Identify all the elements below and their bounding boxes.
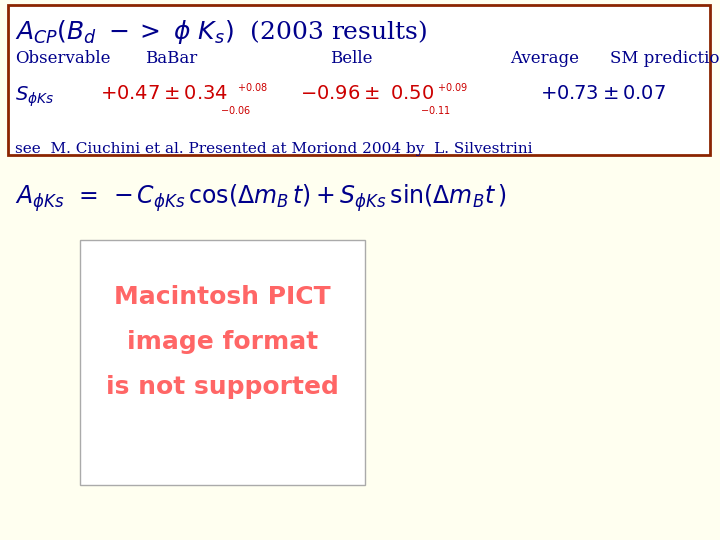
Text: $_{-0.11}$: $_{-0.11}$ (420, 103, 451, 117)
Text: $^{+0.09}$: $^{+0.09}$ (437, 83, 468, 97)
Text: image format: image format (127, 330, 318, 354)
Text: Macintosh PICT: Macintosh PICT (114, 285, 330, 309)
FancyBboxPatch shape (80, 240, 365, 485)
Text: Observable: Observable (15, 50, 110, 67)
Text: $A_{\phi Ks}$  =  $-\,C_{\phi Ks}\,\cos(\Delta m_B\,t) + S_{\phi Ks}\,\sin(\Delt: $A_{\phi Ks}$ = $-\,C_{\phi Ks}\,\cos(\D… (15, 182, 506, 214)
Text: $+0.47 \pm 0.34$: $+0.47 \pm 0.34$ (100, 85, 228, 103)
Text: $A_{CP}(B_d\ ->\ \phi\ K_s)$  (2003 results): $A_{CP}(B_d\ ->\ \phi\ K_s)$ (2003 resul… (15, 18, 427, 46)
Text: is not supported: is not supported (106, 375, 339, 399)
Text: SM prediction: SM prediction (610, 50, 720, 67)
Text: $S_{\phi Ks}$: $S_{\phi Ks}$ (15, 85, 54, 110)
FancyBboxPatch shape (8, 5, 710, 155)
Text: $_{-0.06}$: $_{-0.06}$ (220, 103, 251, 117)
Text: Belle: Belle (330, 50, 372, 67)
Text: $+0.73\pm0.07$: $+0.73\pm0.07$ (540, 85, 666, 103)
Text: see  M. Ciuchini et al. Presented at Moriond 2004 by  L. Silvestrini: see M. Ciuchini et al. Presented at Mori… (15, 142, 533, 156)
Text: $-0.96 \pm\ 0.50$: $-0.96 \pm\ 0.50$ (300, 85, 434, 103)
Text: BaBar: BaBar (145, 50, 197, 67)
Text: Average: Average (510, 50, 579, 67)
Text: $^{+0.08}$: $^{+0.08}$ (237, 83, 269, 97)
